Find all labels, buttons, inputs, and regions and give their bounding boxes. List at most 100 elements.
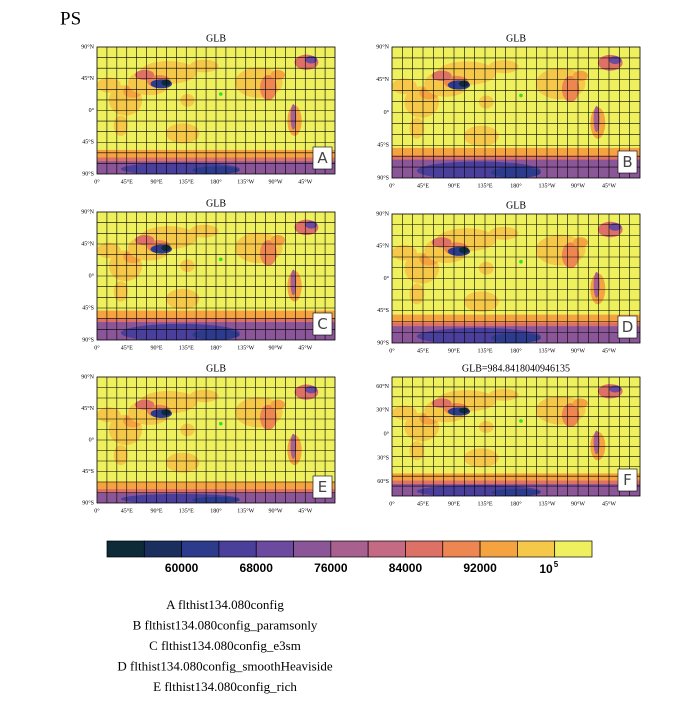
x-tick-label: 180° — [210, 344, 222, 351]
field-blob — [573, 70, 588, 82]
y-tick-label: 0° — [384, 275, 390, 282]
map-frame — [391, 213, 641, 344]
station-dot — [519, 93, 523, 98]
field-blob — [180, 93, 195, 107]
field-blob — [478, 95, 494, 109]
field-blob — [113, 445, 128, 466]
x-tick-label: 90°E — [150, 507, 162, 514]
x-tick-label: 180° — [510, 347, 522, 354]
field-blob — [478, 261, 494, 275]
station-dot — [218, 257, 223, 262]
legend-entry: E flthist134.080config_rich — [153, 679, 297, 694]
colorbar-box — [367, 540, 406, 558]
x-tick-label: 0° — [389, 347, 395, 354]
x-tick-label: 45°W — [602, 500, 616, 507]
map-frame — [391, 376, 641, 497]
colorbar-label: 84000 — [389, 561, 423, 575]
colorbar-box — [442, 540, 481, 558]
field-blob — [488, 388, 519, 401]
panel-title: GLB — [506, 33, 526, 44]
x-tick-label: 180° — [510, 182, 522, 189]
y-tick-label: 45°S — [82, 468, 94, 475]
x-tick-label: 135°W — [237, 344, 254, 351]
panel-label: F — [623, 471, 632, 489]
legend-entry: D flthist134.080config_smoothHeaviside — [117, 658, 332, 673]
map-field — [392, 214, 640, 343]
x-tick-label: 90°W — [571, 500, 585, 507]
station-dot — [218, 92, 223, 96]
panel-title: GLB — [506, 200, 526, 211]
map-frame — [96, 46, 336, 175]
x-tick-label: 0° — [94, 507, 100, 514]
map-field — [392, 377, 640, 496]
field-blob — [166, 288, 200, 310]
panel-label-box — [312, 475, 333, 499]
map-field — [392, 47, 640, 178]
field-blob — [573, 237, 588, 248]
x-tick-label: 45°E — [417, 182, 429, 189]
y-tick-label: 90°N — [81, 373, 94, 380]
field-blob — [431, 398, 452, 408]
x-tick-label: 90°E — [150, 178, 162, 185]
map-frame — [391, 46, 641, 179]
x-tick-label: 0° — [389, 182, 395, 189]
y-tick-label: 0° — [384, 430, 390, 437]
x-tick-label: 135°E — [477, 500, 492, 507]
y-tick-label: 60°N — [376, 383, 389, 390]
y-tick-label: 45°N — [81, 405, 94, 412]
colorbar-box — [405, 540, 444, 558]
y-tick-label: 45°N — [81, 240, 94, 247]
map-frame — [96, 211, 336, 341]
field-blob — [166, 452, 200, 473]
colorbar-label-exp: 5 — [554, 560, 559, 569]
x-tick-label: 90°E — [448, 500, 460, 507]
x-tick-label: 135°W — [538, 347, 555, 354]
panel-title: GLB=984.8418040946135 — [462, 363, 570, 374]
x-tick-label: 45°W — [298, 344, 312, 351]
field-blob — [488, 60, 519, 74]
y-tick-label: 90°N — [376, 210, 389, 217]
y-tick-label: 90°S — [377, 174, 389, 181]
y-tick-label: 45°S — [377, 307, 389, 314]
field-blob — [161, 79, 171, 86]
field-blob — [561, 75, 580, 103]
colorbar-box — [517, 540, 556, 558]
x-tick-label: 90°W — [268, 507, 282, 514]
legend-entry: B flthist134.080config_paramsonly — [133, 617, 318, 632]
map-field — [97, 212, 335, 340]
field-blob — [463, 125, 499, 147]
y-tick-label: 0° — [89, 436, 95, 443]
field-blob — [135, 399, 155, 410]
map-field — [97, 47, 335, 174]
x-tick-label: 90°E — [448, 347, 460, 354]
figure-title: PS — [60, 8, 81, 29]
panel-title: GLB — [206, 33, 226, 44]
panel-title: GLB — [206, 198, 226, 209]
y-tick-label: 30°S — [377, 454, 389, 461]
legend-entry: C flthist134.080config_e3sm — [149, 638, 301, 653]
field-blob — [180, 259, 195, 273]
y-tick-label: 0° — [89, 272, 95, 279]
station-dot — [519, 259, 523, 264]
y-tick-label: 45°N — [376, 76, 389, 83]
field-blob — [409, 283, 425, 305]
field-blob — [161, 244, 171, 252]
x-tick-label: 45°E — [121, 507, 133, 514]
field-blob — [573, 398, 588, 408]
field-blob — [431, 70, 452, 82]
field-blob — [189, 224, 219, 238]
field-blob — [113, 281, 128, 302]
y-tick-label: 30°N — [376, 407, 389, 414]
y-tick-label: 45°N — [81, 75, 94, 82]
field-blob — [463, 291, 499, 313]
y-tick-label: 90°S — [82, 499, 94, 506]
colorbar-box — [106, 540, 145, 558]
panel-label: B — [622, 153, 632, 171]
panel-label-box — [617, 150, 638, 174]
field-blob — [189, 59, 219, 73]
